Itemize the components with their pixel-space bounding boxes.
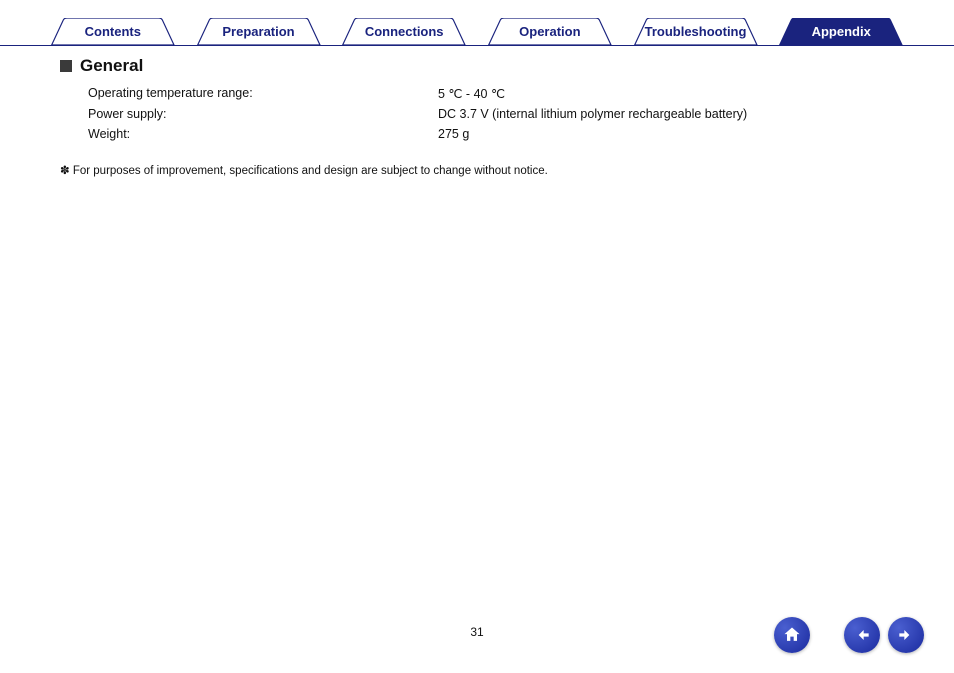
nav-buttons bbox=[774, 617, 924, 653]
spec-value: 5 ℃ - 40 ℃ bbox=[438, 86, 505, 101]
footnote-prefix: ✽ bbox=[60, 165, 70, 177]
spec-row: Power supply: DC 3.7 V (internal lithium… bbox=[88, 107, 894, 121]
spec-label: Operating temperature range: bbox=[88, 86, 438, 101]
spec-value: 275 g bbox=[438, 127, 469, 141]
page-content: General Operating temperature range: 5 ℃… bbox=[0, 46, 954, 177]
spec-row: Weight: 275 g bbox=[88, 127, 894, 141]
section-bullet-icon bbox=[60, 60, 72, 72]
home-button[interactable] bbox=[774, 617, 810, 653]
footnote: ✽ For purposes of improvement, specifica… bbox=[60, 163, 894, 177]
tab-operation[interactable]: Operation bbox=[477, 18, 623, 45]
spec-label: Weight: bbox=[88, 127, 438, 141]
section-title: General bbox=[80, 56, 143, 76]
footnote-text: For purposes of improvement, specificati… bbox=[73, 165, 548, 177]
tab-label: Troubleshooting bbox=[645, 24, 747, 39]
tab-bar: Contents Preparation Connections Operati… bbox=[0, 0, 954, 46]
spec-table: Operating temperature range: 5 ℃ - 40 ℃ … bbox=[88, 86, 894, 141]
next-button[interactable] bbox=[888, 617, 924, 653]
tab-label: Appendix bbox=[812, 24, 871, 39]
tab-contents[interactable]: Contents bbox=[40, 18, 186, 45]
spec-label: Power supply: bbox=[88, 107, 438, 121]
tab-connections[interactable]: Connections bbox=[331, 18, 477, 45]
spec-row: Operating temperature range: 5 ℃ - 40 ℃ bbox=[88, 86, 894, 101]
tab-label: Connections bbox=[365, 24, 444, 39]
tab-label: Preparation bbox=[222, 24, 294, 39]
tab-troubleshooting[interactable]: Troubleshooting bbox=[623, 18, 769, 45]
tab-label: Contents bbox=[85, 24, 141, 39]
tab-label: Operation bbox=[519, 24, 580, 39]
tab-preparation[interactable]: Preparation bbox=[186, 18, 332, 45]
arrow-left-icon bbox=[852, 625, 872, 645]
home-icon bbox=[782, 625, 802, 645]
section-header: General bbox=[60, 56, 894, 76]
arrow-right-icon bbox=[896, 625, 916, 645]
spec-value: DC 3.7 V (internal lithium polymer recha… bbox=[438, 107, 747, 121]
prev-button[interactable] bbox=[844, 617, 880, 653]
tab-appendix[interactable]: Appendix bbox=[768, 18, 914, 45]
